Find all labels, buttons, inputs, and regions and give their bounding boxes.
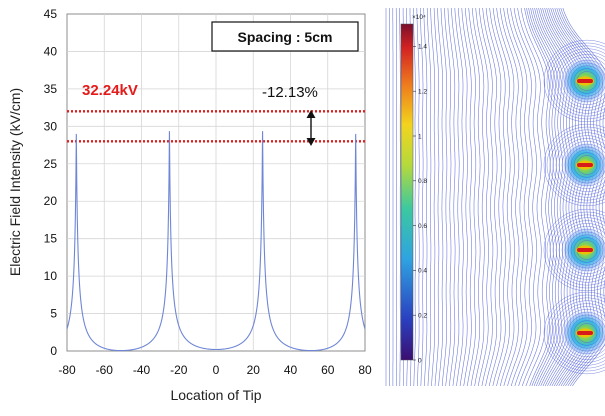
colorbar-tick-label: 0.4 [418, 268, 427, 275]
x-tick-label: -60 [96, 363, 114, 377]
spacing-annotation: Spacing : 5cm [212, 22, 358, 51]
electrode-tip [577, 331, 593, 335]
y-tick-label: 15 [44, 232, 58, 246]
x-tick-label: 40 [284, 363, 298, 377]
colorbar-tick-label: 0 [418, 357, 422, 364]
line-chart: -80 -60 -40 -20 0 20 40 60 80 0 5 10 15 20 25 30 35 40 45… [7, 7, 372, 403]
colorbar-tick-label: 0.2 [418, 313, 427, 320]
colorbar-tick-label: 0.8 [418, 178, 427, 185]
electrode-tip [577, 163, 593, 167]
y-tick-label: 45 [44, 7, 58, 21]
electrode-tip [577, 79, 593, 83]
y-tick-label: 5 [50, 307, 57, 321]
colorbar-multiplier: ×10⁴ [412, 14, 426, 21]
y-tick-label: 20 [44, 194, 58, 208]
y-axis-title: Electric Field Intensity (kV/cm) [7, 88, 23, 276]
upper-value-label: 32.24kV [82, 82, 138, 99]
difference-label: -12.13% [262, 84, 318, 101]
x-tick-labels: -80 -60 -40 -20 0 20 40 60 80 [58, 363, 372, 377]
spacing-label: Spacing : 5cm [238, 29, 333, 45]
x-tick-label: 0 [213, 363, 220, 377]
y-tick-label: 40 [44, 44, 58, 58]
x-tick-label: 80 [358, 363, 372, 377]
x-tick-label: -80 [58, 363, 76, 377]
y-tick-labels: 0 5 10 15 20 25 30 35 40 45 [44, 7, 58, 358]
x-tick-label: 60 [321, 363, 335, 377]
electrode-tip [577, 248, 593, 252]
x-tick-label: -40 [133, 363, 151, 377]
colorbar-tick-label: 1.2 [418, 89, 427, 96]
x-tick-label: -20 [170, 363, 188, 377]
colorbar-tick-label: 1.4 [418, 44, 427, 51]
y-tick-label: 0 [50, 344, 57, 358]
colorbar-tick-label: 0.6 [418, 223, 427, 230]
y-tick-label: 30 [44, 119, 58, 133]
y-tick-label: 35 [44, 82, 58, 96]
y-tick-label: 25 [44, 157, 58, 171]
colorbar-gradient [401, 24, 413, 360]
colorbar-tick-label: 1 [418, 133, 422, 140]
x-axis-title: Location of Tip [170, 387, 261, 403]
x-tick-label: 20 [247, 363, 261, 377]
y-tick-label: 10 [44, 269, 58, 283]
field-map: ×10⁴ 0 0.2 0.4 0.6 0.8 1 1.2 1.4 [382, 8, 605, 386]
